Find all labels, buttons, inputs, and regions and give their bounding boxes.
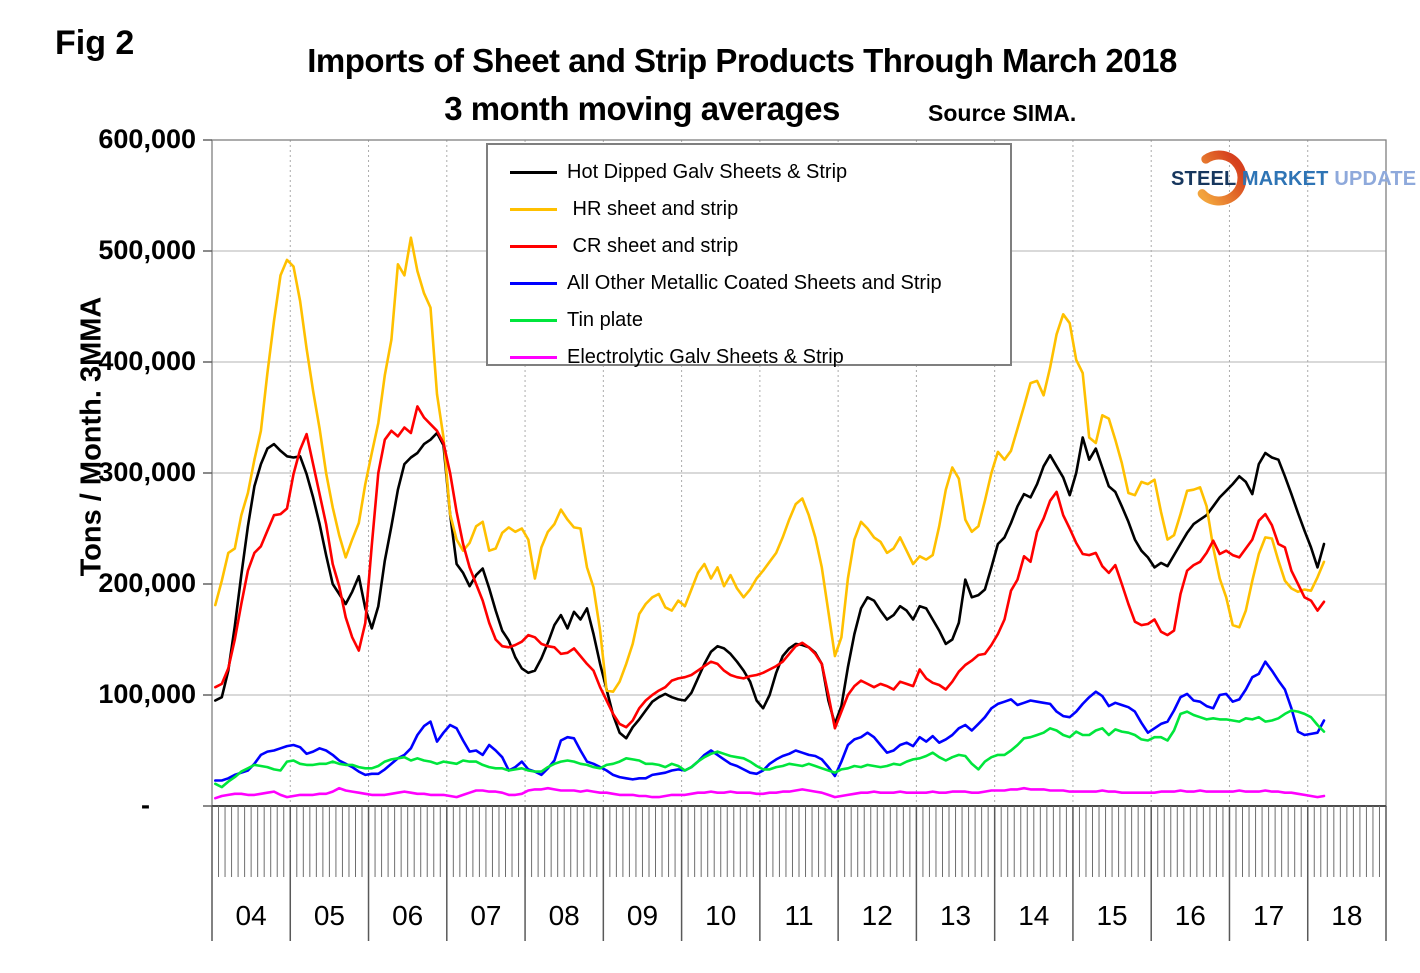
series-line-hr-sheet-and-strip [214, 236, 1326, 694]
legend-line-swatch [510, 356, 557, 359]
y-axis-tick-label: 400,000 [98, 346, 196, 376]
logo-word-market: MARKET [1236, 168, 1329, 190]
y-axis-tick-label: 200,000 [98, 568, 196, 598]
x-axis-year-label: 06 [392, 900, 424, 931]
legend-item: CR sheet and strip [488, 228, 1010, 265]
legend-line-swatch [510, 282, 557, 285]
legend-line-swatch [510, 171, 557, 174]
legend-item-label: All Other Metallic Coated Sheets and Str… [567, 272, 942, 294]
x-axis-year-label: 04 [235, 900, 267, 931]
chart-title: Imports of Sheet and Strip Products Thro… [307, 42, 1177, 79]
series-line-electrolytic-galv-sheets-strip [214, 786, 1326, 800]
legend-line-swatch [510, 208, 557, 211]
x-axis-year-label: 14 [1018, 900, 1050, 931]
series-line-tin-plate [214, 709, 1326, 789]
logo-text: STEEL MARKET UPDATE [1171, 168, 1416, 191]
x-axis-year-label: 18 [1331, 900, 1363, 931]
x-axis-year-label: 15 [1096, 900, 1128, 931]
x-axis-year-label: 11 [784, 900, 814, 931]
x-axis-year-label: 13 [939, 900, 972, 931]
legend-item-label: CR sheet and strip [567, 235, 739, 257]
legend-line-swatch [510, 245, 557, 248]
series-line-hot-dipped-galv-sheets-strip [214, 431, 1326, 740]
legend-item-label: HR sheet and strip [567, 198, 739, 220]
y-axis-title: Tons / Month. 3MMA [75, 296, 108, 577]
y-axis-tick-label: 600,000 [98, 124, 196, 154]
logo-crescent-icon [1191, 150, 1247, 206]
x-axis-year-label: 08 [548, 900, 580, 931]
legend-item: HR sheet and strip [488, 191, 1010, 228]
steel-market-update-logo: STEEL MARKET UPDATE [1163, 148, 1416, 210]
x-axis-year-label: 05 [313, 900, 345, 931]
figure-number: Fig 2 [55, 24, 135, 62]
logo-word-update: UPDATE [1328, 168, 1417, 190]
x-axis-year-label: 16 [1174, 900, 1206, 931]
x-axis-year-label: 07 [470, 900, 502, 931]
chart-subtitle: 3 month moving averages [444, 90, 840, 127]
logo-word-steel: STEEL [1171, 168, 1237, 190]
legend-item: All Other Metallic Coated Sheets and Str… [488, 265, 1010, 302]
x-axis-year-label: 17 [1253, 900, 1285, 931]
series-line-cr-sheet-and-strip [214, 405, 1326, 730]
source-label: Source SIMA. [928, 100, 1077, 126]
legend-item: Hot Dipped Galv Sheets & Strip [488, 154, 1010, 191]
y-axis-tick-label: - [141, 790, 150, 820]
y-axis-tick-label: 300,000 [98, 457, 196, 487]
x-axis-month-ticks [211, 806, 1387, 941]
legend-item-label: Hot Dipped Galv Sheets & Strip [567, 161, 848, 183]
legend-item-label: Electrolytic Galv Sheets & Strip [567, 346, 844, 368]
y-axis-tick-label: 100,000 [98, 679, 196, 709]
legend-item: Electrolytic Galv Sheets & Strip [488, 339, 1010, 376]
y-axis-tick-label: 500,000 [98, 235, 196, 265]
x-axis-year-label: 12 [861, 900, 893, 931]
x-axis-year-label: 10 [705, 900, 737, 931]
legend-item-label: Tin plate [567, 309, 643, 331]
legend-item: Tin plate [488, 302, 1010, 339]
legend-line-swatch [510, 319, 557, 322]
legend: Hot Dipped Galv Sheets & Strip HR sheet … [486, 143, 1012, 368]
series-lines [214, 236, 1326, 800]
x-axis-year-label: 09 [626, 900, 659, 931]
